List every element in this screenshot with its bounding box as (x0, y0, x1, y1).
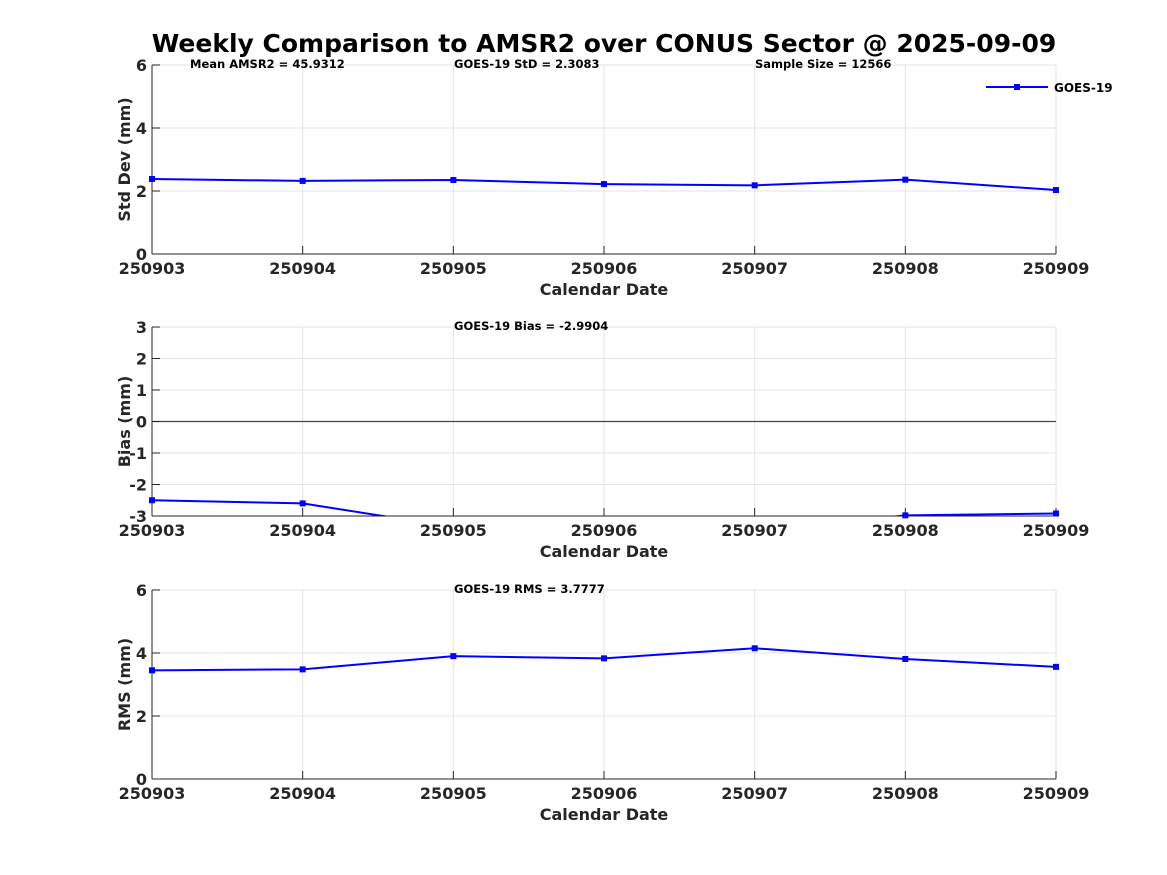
x-tick-label: 250906 (571, 521, 638, 540)
data-point (299, 500, 306, 507)
data-point (1053, 663, 1059, 670)
data-point (149, 497, 155, 504)
x-tick-label: 250904 (269, 784, 336, 803)
x-axis-label: Calendar Date (540, 805, 669, 824)
y-tick-label: 6 (136, 56, 147, 75)
subplot-2: 250903 250904 250905 250906 250907 250908 2509… (115, 318, 1089, 561)
y-tick-label: 0 (136, 770, 147, 789)
x-tick-label: 250909 (1023, 259, 1090, 278)
y-tick-label: 3 (136, 318, 147, 337)
x-tick-label: 250904 (269, 259, 336, 278)
x-tick-label: 250905 (420, 521, 487, 540)
legend-entry: GOES-19 (1054, 81, 1113, 95)
y-tick-label: 6 (136, 581, 147, 600)
stat-annotation: GOES-19 StD = 2.3083 (454, 57, 599, 71)
x-tick-label: 250905 (420, 784, 487, 803)
y-tick-label: -1 (129, 444, 147, 463)
stat-annotation: Sample Size = 12566 (755, 57, 891, 71)
data-point (751, 645, 758, 652)
y-axis-label: Bias (mm) (115, 376, 134, 468)
x-tick-label: 250904 (269, 521, 336, 540)
y-tick-label: 4 (136, 119, 147, 138)
data-point (450, 653, 457, 660)
stat-annotation: GOES-19 Bias = -2.9904 (454, 319, 608, 333)
y-tick-label: 1 (136, 381, 147, 400)
stat-annotation: Mean AMSR2 = 45.9312 (190, 57, 345, 71)
y-tick-label: -2 (129, 476, 147, 495)
y-axis-label: Std Dev (mm) (115, 97, 134, 221)
x-tick-label: 250907 (721, 259, 788, 278)
legend: GOES-19 (986, 81, 1113, 95)
y-tick-label: 2 (136, 707, 147, 726)
x-tick-label: 250909 (1023, 784, 1090, 803)
y-tick-label: 2 (136, 350, 147, 369)
x-tick-label: 250905 (420, 259, 487, 278)
data-point (299, 177, 306, 184)
data-point (149, 176, 155, 183)
figure-title: Weekly Comparison to AMSR2 over CONUS Se… (152, 29, 1057, 58)
subplot-1: 250903 250904 250905 250906 250907 250908 2509… (115, 56, 1113, 299)
y-tick-label: 0 (136, 245, 147, 264)
x-tick-label: 250903 (119, 259, 186, 278)
x-tick-label: 250903 (119, 784, 186, 803)
data-point (299, 666, 306, 673)
y-tick-label: 0 (136, 413, 147, 432)
data-point (601, 655, 607, 662)
x-axis-label: Calendar Date (540, 542, 669, 561)
x-tick-label: 250903 (119, 521, 186, 540)
y-tick-label: 2 (136, 182, 147, 201)
y-tick-label: -3 (129, 507, 147, 526)
data-point (902, 655, 909, 662)
x-axis-label: Calendar Date (540, 280, 669, 299)
data-point (149, 667, 155, 674)
x-tick-label: 250907 (721, 521, 788, 540)
data-point (1053, 510, 1059, 517)
data-point (601, 181, 607, 188)
x-tick-label: 250906 (571, 784, 638, 803)
x-tick-label: 250909 (1023, 521, 1090, 540)
data-point (450, 176, 457, 183)
subplot-3: 250903 250904 250905 250906 250907 250908 2509… (115, 581, 1089, 824)
x-tick-label: 250907 (721, 784, 788, 803)
data-point (902, 176, 909, 183)
legend-marker (1014, 84, 1020, 90)
data-point (1053, 187, 1059, 194)
x-tick-label: 250908 (872, 784, 939, 803)
data-point (751, 182, 758, 189)
x-tick-label: 250906 (571, 259, 638, 278)
y-axis-label: RMS (mm) (115, 638, 134, 731)
x-tick-label: 250908 (872, 259, 939, 278)
y-tick-label: 4 (136, 644, 147, 663)
data-point (902, 512, 909, 519)
x-tick-label: 250908 (872, 521, 939, 540)
stat-annotation: GOES-19 RMS = 3.7777 (454, 582, 605, 596)
